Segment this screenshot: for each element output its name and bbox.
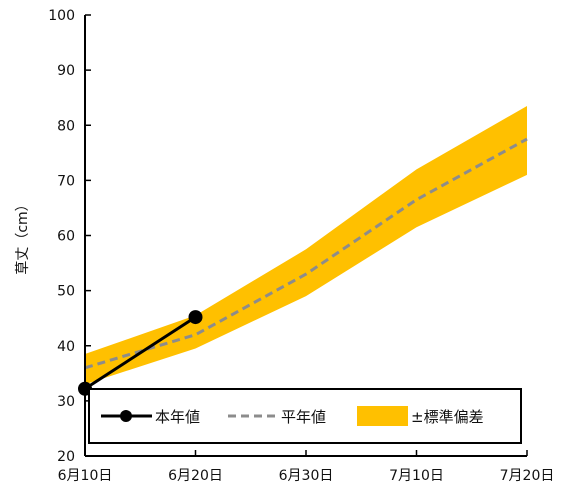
- y-tick-label: 100: [48, 8, 75, 24]
- x-tick-label: 6月10日: [58, 468, 113, 484]
- y-tick-label: 70: [57, 173, 75, 189]
- y-tick-label: 50: [57, 284, 75, 300]
- current-year-point: [188, 310, 203, 325]
- sd-band-area: [85, 105, 527, 385]
- legend-current-label: 本年値: [155, 408, 200, 426]
- legend-box: [88, 388, 522, 444]
- x-tick-label: 7月20日: [500, 468, 555, 484]
- y-tick-label: 40: [57, 339, 75, 355]
- y-axis-title: 草丈（cm）: [15, 197, 31, 274]
- legend-average-label: 平年値: [281, 408, 326, 426]
- y-tick-label: 90: [57, 63, 75, 79]
- y-tick-label: 60: [57, 229, 75, 245]
- legend-band-label: ±標準偏差: [411, 408, 484, 426]
- y-tick-label: 20: [57, 449, 75, 465]
- x-tick-label: 7月10日: [389, 468, 444, 484]
- legend: 本年値 平年値 ±標準偏差: [88, 388, 522, 444]
- current-year-line: [84, 315, 197, 391]
- legend-current-marker: [120, 410, 132, 422]
- average-series-line: [84, 137, 528, 370]
- x-tick-label: 6月30日: [279, 468, 334, 484]
- y-tick-label: 30: [57, 394, 75, 410]
- x-tick-label: 6月20日: [168, 468, 223, 484]
- legend-band-swatch: [357, 406, 408, 426]
- axes: 20 30 40 50 60 70 80 90 100 6月10日 6月20日 6月30日 7月10日 7…: [48, 8, 554, 484]
- current-year-layer: [78, 310, 203, 396]
- y-tick-label: 80: [57, 118, 75, 134]
- average-line-layer: [84, 137, 528, 370]
- sd-band-layer: [85, 105, 527, 385]
